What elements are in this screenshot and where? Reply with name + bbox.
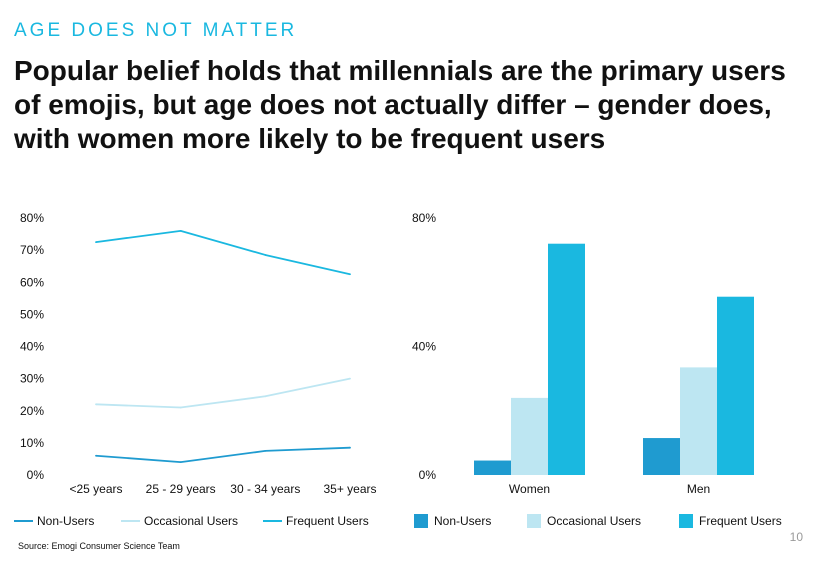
bar-women-non-users (474, 460, 511, 475)
y-tick-label: 80% (20, 211, 44, 225)
page-number: 10 (789, 530, 803, 544)
gender-bar-chart: 0% 40% 80% Women Men Non-Users Occasional User… (412, 211, 782, 528)
y-tick-label: 0% (27, 468, 45, 482)
data-point-occasional-users (264, 395, 267, 398)
y-tick-label: 80% (412, 211, 436, 225)
series-line-non-users (95, 446, 351, 464)
x-tick-label: 35+ years (323, 482, 376, 496)
legend-label: Frequent Users (286, 514, 369, 528)
data-point-non-users (349, 446, 351, 449)
data-point-non-users (264, 450, 267, 452)
legend-label: Occasional Users (547, 514, 641, 528)
age-line-chart: 0% 10% 20% 30% 40% 50% 60% 70% 80% <25 years 25 - … (14, 211, 377, 528)
data-point-non-users (95, 454, 97, 457)
legend-label: Frequent Users (699, 514, 782, 528)
x-tick-label: Men (687, 482, 710, 496)
bar-women-occasional-users (511, 397, 548, 475)
page-headline: Popular belief holds that millennials ar… (14, 55, 786, 154)
y-tick-label: 50% (20, 307, 44, 321)
legend-label: Non-Users (37, 514, 94, 528)
legend-swatch-occasional-users (527, 514, 541, 528)
section-kicker: AGE DOES NOT MATTER (14, 20, 298, 41)
bar-men-occasional-users (680, 367, 717, 475)
legend-swatch-frequent-users (679, 514, 693, 528)
data-point-occasional-users (95, 403, 97, 406)
y-tick-label: 40% (20, 340, 44, 354)
y-tick-label: 60% (20, 275, 44, 289)
data-point-frequent-users (349, 273, 351, 276)
bar-men-non-users (643, 438, 680, 475)
data-point-frequent-users (179, 229, 182, 232)
y-tick-label: 30% (20, 372, 44, 386)
legend-label: Non-Users (434, 514, 491, 528)
y-tick-label: 0% (419, 468, 437, 482)
y-tick-label: 40% (412, 340, 436, 354)
data-point-frequent-users (264, 254, 267, 256)
data-point-occasional-users (179, 406, 182, 409)
x-tick-label: 25 - 29 years (146, 482, 216, 496)
series-line-frequent-users (95, 229, 351, 276)
data-point-occasional-users (349, 377, 351, 380)
legend-swatch-non-users (414, 514, 428, 528)
data-point-non-users (179, 461, 182, 464)
x-tick-label: 30 - 34 years (230, 482, 300, 496)
y-tick-label: 70% (20, 243, 44, 257)
bar-men-frequent-users (717, 296, 754, 475)
x-tick-label: Women (509, 482, 550, 496)
bar-women-frequent-users (548, 243, 585, 475)
legend-label: Occasional Users (144, 514, 238, 528)
y-tick-label: 10% (20, 436, 44, 450)
y-tick-label: 20% (20, 404, 44, 418)
source-note: Source: Emogi Consumer Science Team (18, 541, 180, 551)
x-tick-label: <25 years (69, 482, 122, 496)
series-line-occasional-users (95, 377, 351, 409)
data-point-frequent-users (95, 241, 97, 243)
